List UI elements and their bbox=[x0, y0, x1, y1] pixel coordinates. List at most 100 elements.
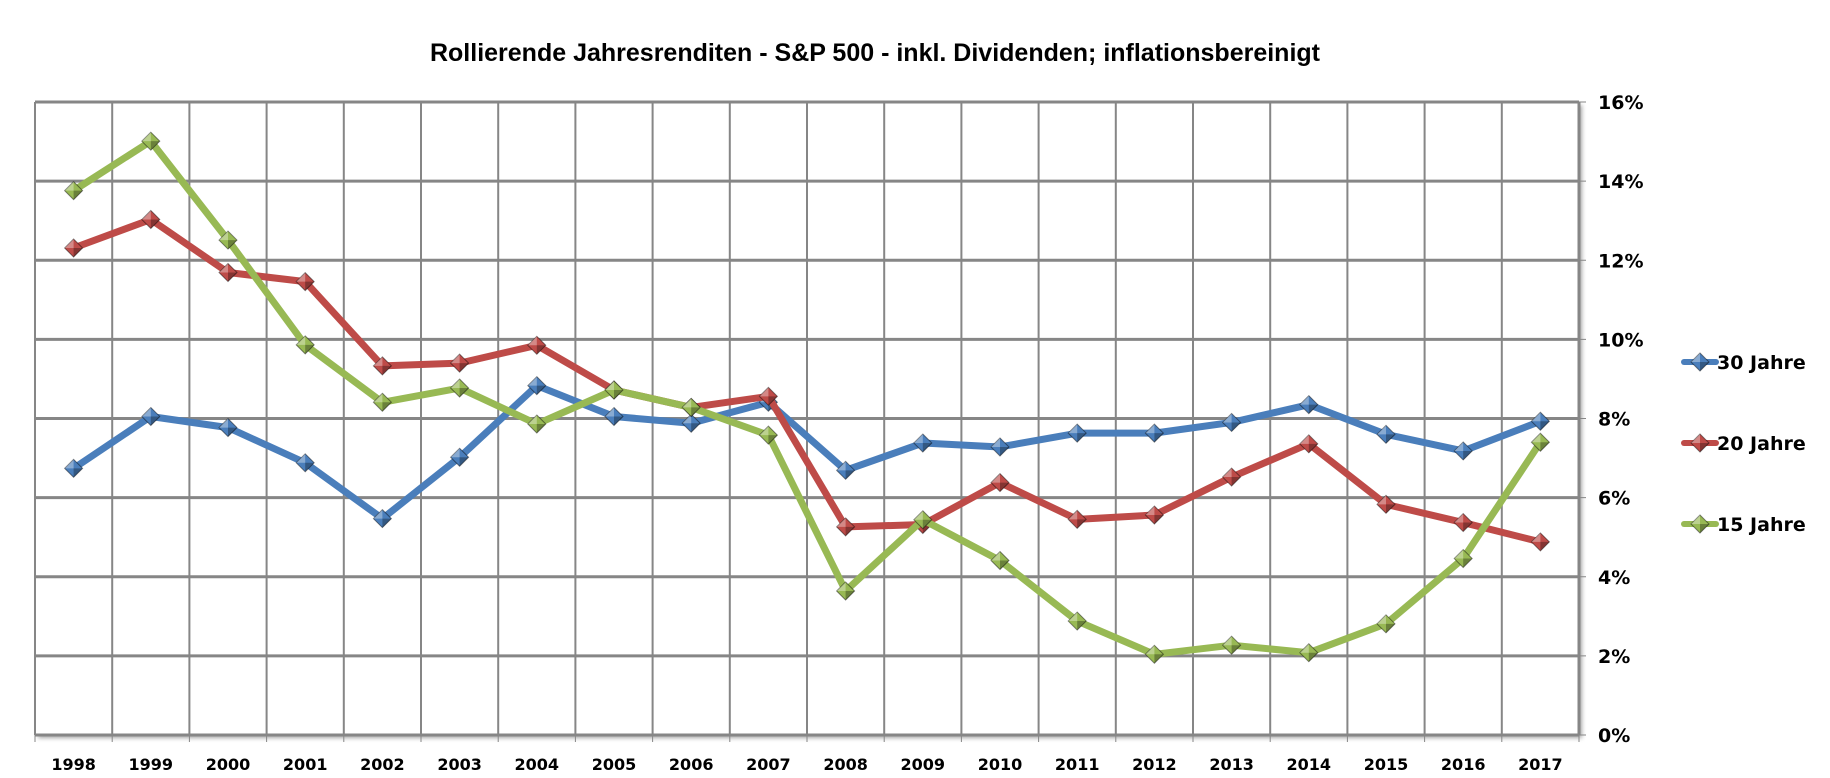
data-point bbox=[1530, 432, 1551, 452]
legend-diamond-icon bbox=[1690, 514, 1710, 534]
data-point bbox=[990, 472, 1010, 493]
marker-highlight bbox=[605, 381, 614, 391]
marker-body bbox=[758, 386, 779, 407]
marker-body bbox=[1067, 611, 1087, 631]
marker-highlight bbox=[1222, 468, 1232, 478]
marker-highlight bbox=[836, 461, 846, 471]
data-point bbox=[449, 378, 470, 398]
y-tick-label: 8% bbox=[1598, 409, 1630, 431]
marker-highlight bbox=[219, 418, 228, 428]
marker-body bbox=[604, 380, 624, 400]
marker-body bbox=[295, 271, 315, 292]
marker-highlight bbox=[1377, 495, 1386, 505]
y-tick-label: 16% bbox=[1598, 92, 1643, 114]
y-tick-label: 0% bbox=[1598, 725, 1630, 747]
marker-shade bbox=[150, 219, 160, 229]
marker-shade bbox=[305, 462, 315, 472]
x-tick-label: 2001 bbox=[283, 755, 328, 774]
marker-shade bbox=[382, 402, 392, 412]
marker-highlight bbox=[1068, 424, 1078, 434]
marker-body bbox=[1530, 432, 1551, 452]
data-point bbox=[1453, 548, 1473, 569]
marker-shade bbox=[845, 590, 855, 600]
data-point bbox=[63, 180, 84, 201]
marker-body bbox=[1453, 441, 1473, 461]
x-tick-label: 2008 bbox=[823, 755, 868, 774]
marker-highlight bbox=[1454, 441, 1464, 451]
marker-highlight bbox=[141, 407, 151, 417]
x-axis-labels: 1998 1999 2000 2001 2002 2003 2004 2005 2006 2007… bbox=[51, 755, 1562, 774]
marker-shade bbox=[614, 416, 623, 426]
marker-highlight bbox=[682, 414, 692, 424]
marker-shade bbox=[1077, 433, 1087, 443]
marker-body bbox=[372, 508, 393, 529]
data-point bbox=[604, 406, 624, 427]
x-tick-label: 2007 bbox=[746, 755, 791, 774]
marker-body bbox=[1453, 512, 1473, 533]
marker-highlight bbox=[219, 263, 228, 273]
data-point bbox=[372, 508, 393, 529]
marker-body bbox=[1144, 505, 1165, 525]
marker-shade bbox=[536, 424, 546, 434]
y-tick-label: 14% bbox=[1598, 171, 1643, 193]
data-point bbox=[1144, 644, 1165, 664]
series-layer bbox=[63, 131, 1551, 664]
marker-body bbox=[141, 209, 161, 230]
marker-highlight bbox=[527, 376, 537, 386]
marker-shade bbox=[1386, 504, 1395, 514]
marker-highlight bbox=[759, 387, 769, 397]
data-point bbox=[681, 413, 701, 433]
series-line bbox=[71, 382, 1542, 523]
marker-highlight bbox=[373, 393, 383, 403]
marker-body bbox=[1299, 394, 1319, 415]
marker-shade bbox=[845, 470, 855, 480]
marker-shade bbox=[150, 141, 160, 151]
marker-body bbox=[1221, 635, 1242, 655]
marker-highlight bbox=[64, 238, 74, 248]
marker-shade bbox=[228, 427, 237, 437]
marker-shade bbox=[1386, 434, 1395, 444]
marker-body bbox=[681, 397, 701, 418]
data-point bbox=[1144, 423, 1165, 443]
marker-body bbox=[141, 131, 161, 151]
marker-body bbox=[218, 417, 238, 438]
marker-highlight bbox=[1531, 532, 1541, 542]
marker-highlight bbox=[913, 510, 923, 520]
marker-highlight bbox=[1377, 425, 1386, 435]
marker-body bbox=[141, 406, 161, 427]
data-point bbox=[1221, 635, 1242, 655]
marker-body bbox=[913, 510, 933, 530]
y-tick-label: 2% bbox=[1598, 646, 1630, 668]
marker-shade bbox=[1700, 524, 1709, 533]
data-point bbox=[835, 517, 856, 537]
data-point bbox=[141, 406, 161, 427]
marker-highlight bbox=[913, 434, 923, 444]
marker-shade bbox=[73, 468, 83, 478]
marker-highlight bbox=[141, 132, 151, 142]
marker-highlight bbox=[1299, 395, 1309, 405]
marker-shade bbox=[1154, 654, 1164, 664]
legend-item: 20 Jahre bbox=[1681, 433, 1806, 455]
marker-body bbox=[1530, 532, 1551, 552]
marker-highlight bbox=[64, 181, 74, 191]
data-point bbox=[1067, 611, 1087, 631]
marker-shade bbox=[1000, 446, 1009, 456]
x-tick-label: 2013 bbox=[1209, 755, 1254, 774]
marker-shade bbox=[1231, 422, 1241, 432]
x-tick-label: 2010 bbox=[978, 755, 1023, 774]
marker-body bbox=[681, 413, 701, 433]
data-point bbox=[63, 238, 84, 258]
data-point bbox=[1144, 505, 1165, 525]
data-point bbox=[527, 414, 547, 434]
marker-highlight bbox=[1531, 412, 1541, 422]
data-point bbox=[295, 453, 315, 473]
marker-body bbox=[527, 414, 547, 434]
data-point bbox=[141, 209, 161, 230]
marker-highlight bbox=[1299, 643, 1309, 653]
x-tick-label: 2011 bbox=[1055, 755, 1100, 774]
marker-body bbox=[758, 425, 779, 445]
data-point bbox=[1299, 434, 1319, 454]
marker-shade bbox=[459, 457, 469, 467]
marker-shade bbox=[228, 272, 237, 282]
